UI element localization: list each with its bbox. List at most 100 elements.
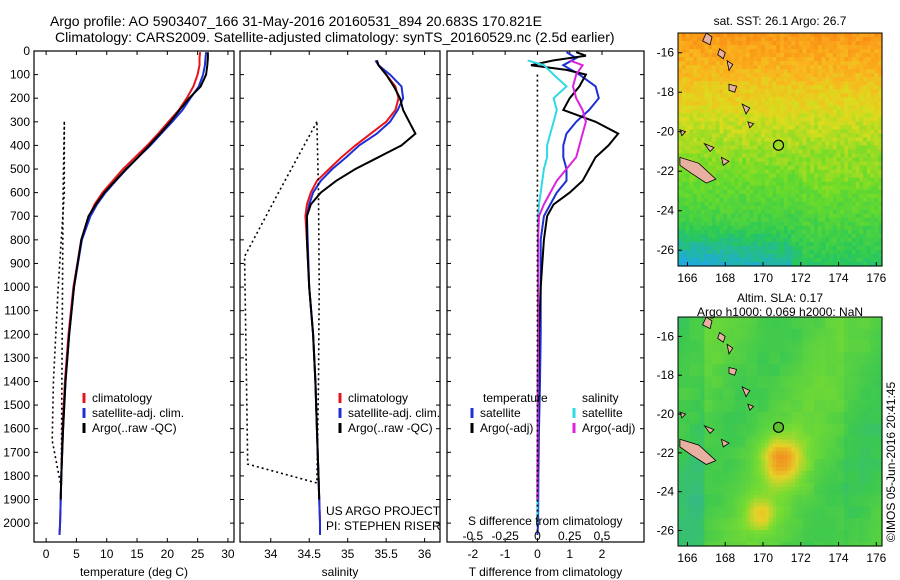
map-cell: [772, 380, 777, 385]
map-cell: [708, 217, 713, 223]
map-cell: [780, 213, 785, 219]
map-cell: [780, 73, 785, 78]
map-cell: [806, 141, 811, 147]
map-cell: [844, 101, 849, 106]
map-cell: [874, 137, 879, 143]
map-cell: [696, 125, 702, 131]
map-cell: [840, 117, 845, 122]
map-cell: [764, 41, 770, 46]
map-cell: [814, 213, 819, 219]
map-cell: [783, 61, 789, 66]
map-cell: [859, 113, 864, 118]
map-cell: [719, 423, 724, 429]
map-cell: [791, 141, 796, 147]
map-cell: [749, 229, 755, 235]
map-cell: [795, 201, 800, 207]
map-cell: [806, 181, 811, 187]
map-cell: [832, 253, 838, 259]
map-cell: [810, 384, 815, 389]
map-cell: [723, 221, 728, 227]
map-cell: [708, 45, 713, 50]
map-cell: [700, 368, 706, 373]
map-cell: [780, 205, 785, 211]
map-cell: [715, 217, 721, 223]
map-cell: [742, 332, 747, 338]
map-cell: [734, 368, 740, 373]
map-cell: [855, 340, 860, 346]
map-cell: [689, 121, 694, 126]
map-cell: [764, 423, 770, 429]
map-cell: [734, 145, 740, 151]
map-cell: [806, 356, 811, 362]
map-cell: [738, 392, 743, 397]
map-cell: [844, 193, 849, 199]
map-cell: [742, 141, 747, 147]
map-cell: [817, 395, 823, 401]
map-cell: [814, 129, 819, 135]
map-cell: [798, 320, 804, 326]
map-cell: [719, 145, 724, 151]
map-cell: [764, 37, 770, 42]
map-cell: [832, 65, 838, 70]
map-cell: [836, 185, 842, 191]
map-y-tick-label: -24: [657, 204, 675, 218]
map-cell: [738, 395, 743, 401]
map-cell: [832, 149, 838, 155]
map-cell: [848, 372, 853, 377]
map-cell: [715, 85, 721, 90]
map-cell: [863, 125, 868, 131]
map-cell: [715, 419, 721, 425]
map-cell: [806, 173, 811, 179]
map-cell: [870, 372, 876, 377]
map-cell: [848, 317, 853, 322]
map-cell: [859, 261, 864, 267]
map-cell: [712, 213, 717, 219]
map-cell: [870, 241, 876, 247]
map-cell: [866, 141, 872, 147]
map-cell: [806, 145, 811, 151]
map-cell: [689, 85, 694, 90]
map-cell: [708, 73, 713, 78]
map-cell: [806, 205, 811, 211]
map-cell: [848, 57, 853, 62]
map-cell: [855, 221, 860, 227]
map-cell: [772, 61, 777, 66]
map-cell: [764, 45, 770, 50]
map-cell: [715, 81, 721, 86]
map-cell: [719, 165, 724, 171]
map-cell: [715, 225, 721, 231]
map-cell: [795, 45, 800, 50]
map-cell: [851, 324, 857, 330]
map-cell: [685, 257, 690, 263]
map-cell: [802, 185, 808, 191]
map-cell: [836, 320, 842, 326]
map-cell: [723, 201, 728, 207]
map-cell: [859, 73, 864, 78]
map-cell: [727, 161, 732, 167]
map-cell: [866, 37, 872, 42]
diff-legend-temp-label: Argo(-adj): [480, 421, 533, 435]
map-cell: [870, 229, 876, 235]
map-cell: [863, 423, 868, 429]
map-cell: [757, 368, 762, 373]
map-cell: [700, 33, 706, 38]
map-cell: [851, 241, 857, 247]
map-cell: [761, 340, 766, 346]
map-cell: [742, 225, 747, 231]
map-cell: [696, 392, 702, 397]
map-cell: [693, 245, 698, 251]
map-cell: [832, 427, 838, 433]
map-cell: [730, 181, 736, 187]
map-cell: [795, 173, 800, 179]
map-cell: [689, 225, 694, 231]
map-cell: [746, 161, 751, 167]
map-cell: [783, 145, 789, 151]
map-cell: [814, 261, 819, 267]
map-cell: [787, 209, 792, 215]
map-cell: [685, 221, 690, 227]
map-cell: [693, 57, 698, 62]
map-cell: [814, 141, 819, 147]
map-cell: [787, 109, 792, 114]
map-cell: [832, 161, 838, 167]
map-cell: [764, 93, 770, 98]
